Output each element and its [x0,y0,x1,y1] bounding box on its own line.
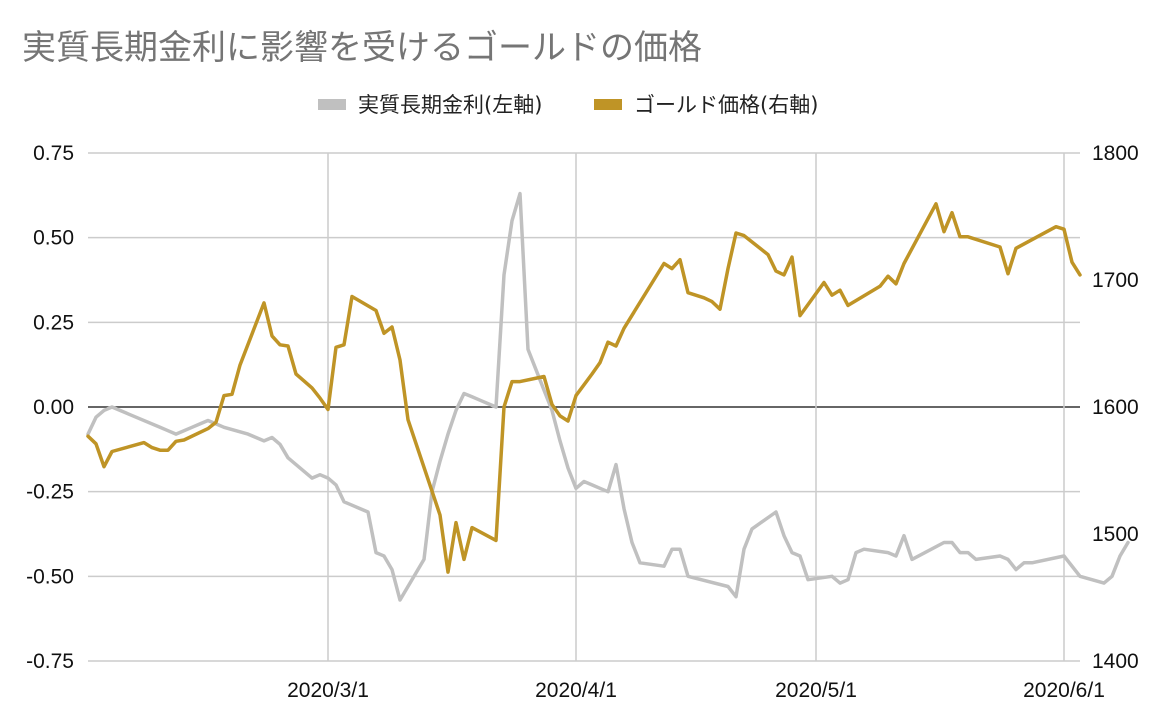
series-line-gold [86,202,1082,574]
y-right-tick-label: 1700 [1092,269,1139,292]
legend: 実質長期金利(左軸) ゴールド価格(右軸) [318,93,818,117]
x-tick-label: 2020/6/1 [1023,679,1105,702]
chart-title: 実質長期金利に影響を受けるゴールドの価格 [22,28,702,68]
y-left-ticks: 0.75 0.50 0.25 0.00 -0.25 -0.50 -0.75 [26,142,74,673]
x-tick-label: 2020/5/1 [775,679,857,702]
y-right-tick-label: 1800 [1092,142,1139,165]
x-tick-label: 2020/4/1 [535,679,617,702]
y-right-tick-label: 1400 [1092,650,1139,673]
series-layer [86,191,1130,602]
y-left-tick-label: 0.00 [33,396,74,419]
y-left-tick-label: -0.50 [26,565,74,588]
y-right-tick-label: 1500 [1092,523,1139,546]
y-left-tick-label: -0.25 [26,481,74,504]
x-tick-label: 2020/3/1 [287,679,369,702]
legend-swatch-gold [594,99,622,110]
legend-label-real-rate: 実質長期金利(左軸) [358,93,542,117]
x-ticks: 2020/3/1 2020/4/1 2020/5/1 2020/6/1 [287,679,1105,702]
y-right-ticks: 1800 1700 1600 1500 1400 [1092,142,1139,673]
gridlines [88,152,1080,662]
y-left-tick-label: 0.25 [33,311,74,334]
legend-swatch-real-rate [318,99,346,110]
series-line-real-rate [86,191,1130,602]
y-left-tick-label: -0.75 [26,650,74,673]
legend-label-gold: ゴールド価格(右軸) [634,93,818,117]
y-left-tick-label: 0.50 [33,227,74,250]
y-right-tick-label: 1600 [1092,396,1139,419]
y-left-tick-label: 0.75 [33,142,74,165]
